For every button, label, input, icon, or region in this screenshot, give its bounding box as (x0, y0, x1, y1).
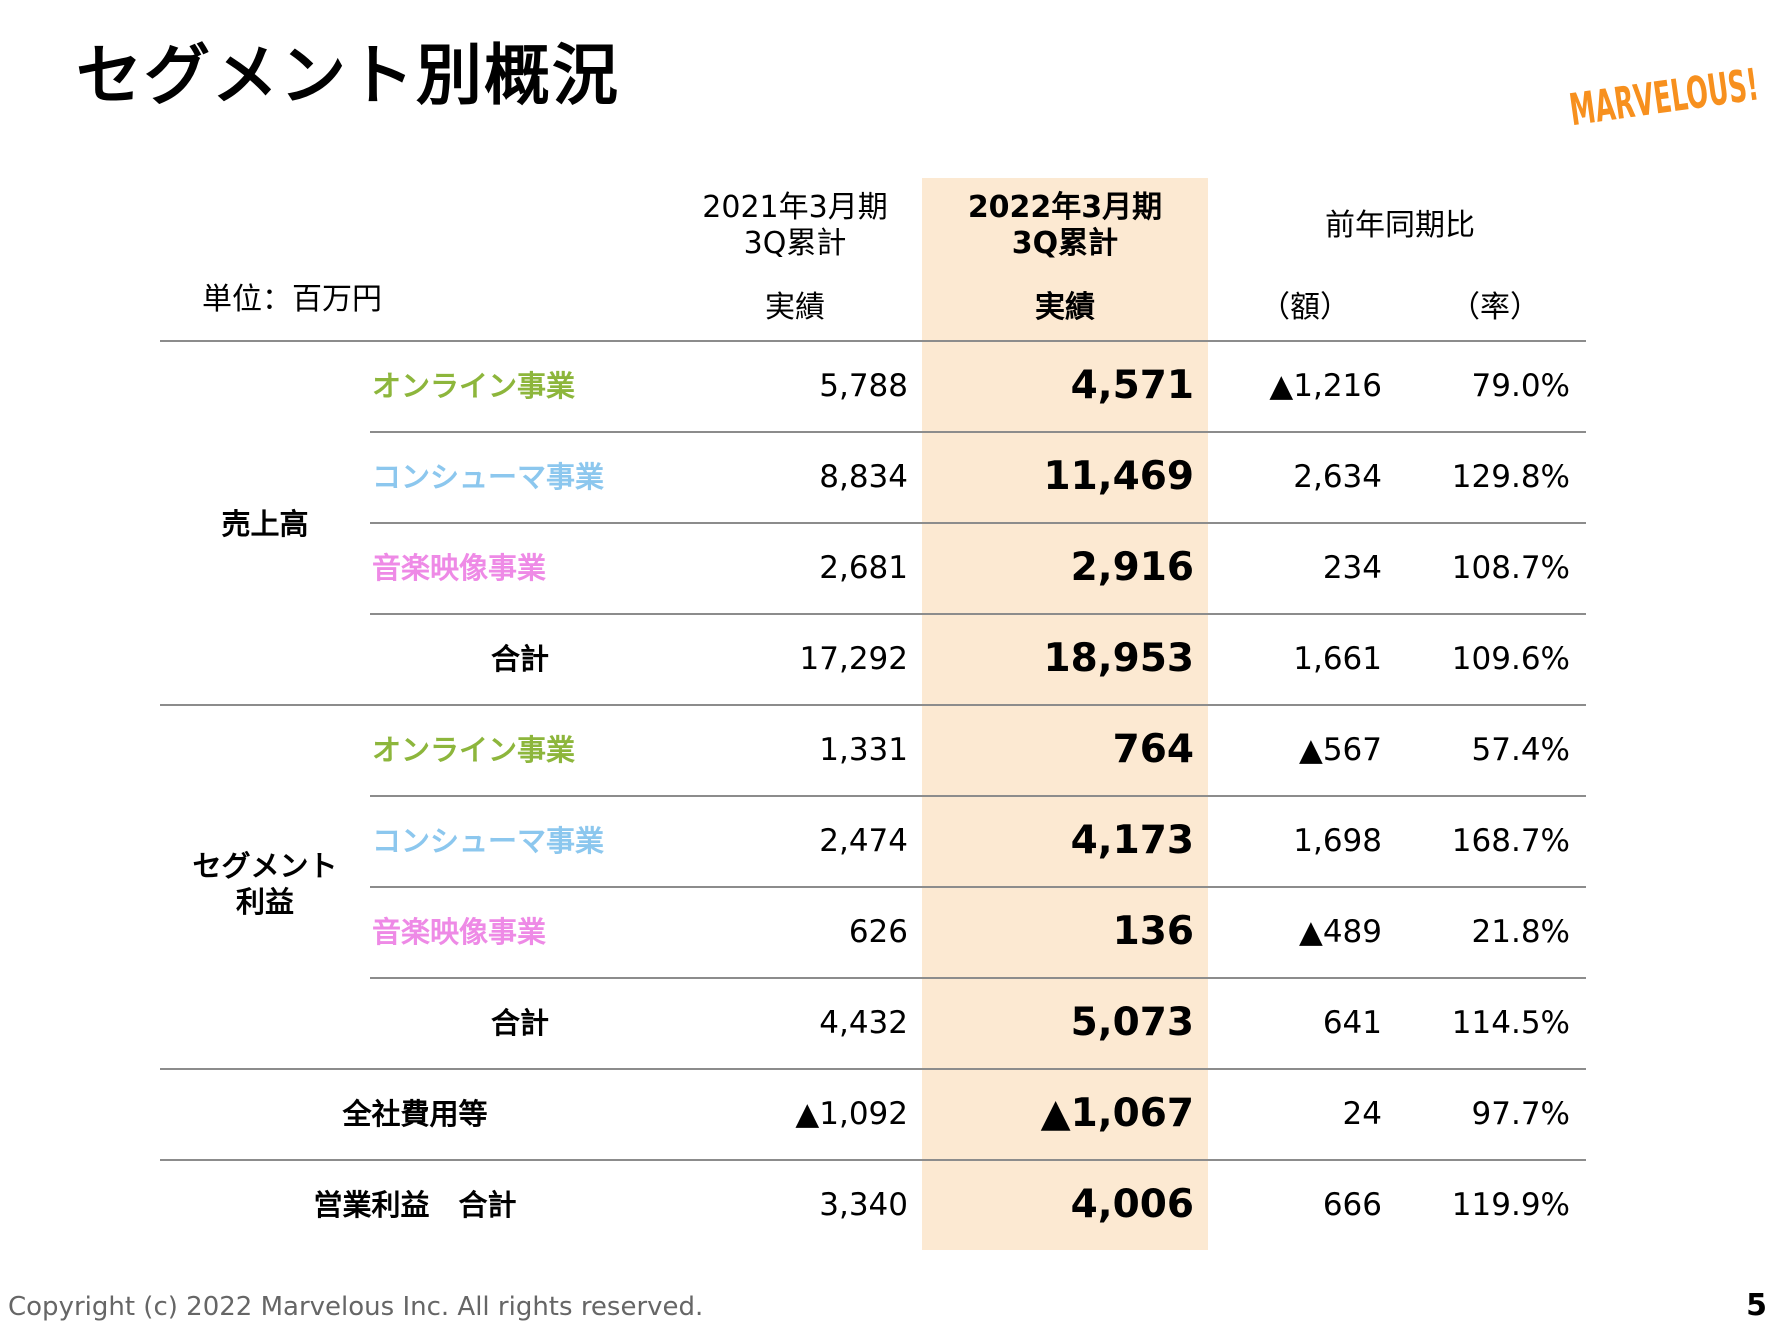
cell-curr: 4,006 (1070, 1182, 1194, 1227)
header-actual-prev: 実績 (765, 290, 825, 325)
cell-ratio: 21.8% (1471, 914, 1570, 950)
cell-curr: ▲1,067 (1040, 1091, 1194, 1136)
cell-prev: 4,432 (819, 1005, 908, 1041)
table-divider (160, 1159, 1586, 1161)
table-divider (370, 522, 1586, 524)
cell-curr: 18,953 (1043, 636, 1195, 681)
table-divider (160, 340, 1586, 342)
cell-prev: 8,834 (819, 459, 908, 495)
row-label-online: オンライン事業 (372, 733, 576, 767)
cell-diff: 2,634 (1293, 459, 1382, 495)
cell-curr: 764 (1112, 727, 1194, 772)
page-number: 5 (1746, 1288, 1767, 1323)
cell-diff: 666 (1322, 1187, 1382, 1223)
row-label-consumer: コンシューマ事業 (372, 824, 605, 858)
cell-curr: 11,469 (1043, 454, 1195, 499)
current-period-highlight (922, 178, 1208, 1250)
header-diff: （額） (1260, 290, 1350, 325)
cell-diff: 234 (1322, 550, 1382, 586)
cell-diff: 1,661 (1293, 641, 1382, 677)
marvelous-logo: MARVELOUS! (1566, 59, 1761, 130)
cell-curr: 4,571 (1070, 363, 1194, 408)
cell-prev: 3,340 (819, 1187, 908, 1223)
cell-prev: ▲1,092 (795, 1096, 908, 1132)
svg-text:MARVELOUS!: MARVELOUS! (1566, 59, 1761, 130)
cell-diff: ▲489 (1298, 914, 1382, 950)
cell-curr: 2,916 (1070, 545, 1194, 590)
table-divider (370, 795, 1586, 797)
unit-label: 単位：百万円 (202, 282, 382, 317)
row-label-corporate-expenses: 全社費用等 (342, 1097, 488, 1131)
row-label-consumer: コンシューマ事業 (372, 460, 605, 494)
table-divider (160, 1068, 1586, 1070)
group-label-segment-profit: 利益 (235, 885, 294, 919)
page-title: セグメント別概況 (76, 37, 620, 114)
cell-prev: 5,788 (819, 368, 908, 404)
cell-curr: 4,173 (1070, 818, 1194, 863)
cell-curr: 5,073 (1070, 1000, 1194, 1045)
cell-diff: 24 (1342, 1096, 1382, 1132)
table-divider (160, 704, 1586, 706)
row-label-operating-income: 営業利益 合計 (313, 1188, 517, 1222)
row-label-online: オンライン事業 (372, 369, 576, 403)
table-divider (370, 613, 1586, 615)
header-ratio: （率） (1450, 290, 1540, 325)
header-yoy: 前年同期比 (1325, 208, 1475, 243)
cell-ratio: 129.8% (1451, 459, 1570, 495)
cell-diff: ▲1,216 (1269, 368, 1382, 404)
cell-prev: 2,681 (819, 550, 908, 586)
header-prev-q: 3Q累計 (743, 226, 847, 261)
cell-ratio: 108.7% (1451, 550, 1570, 586)
cell-diff: ▲567 (1298, 732, 1382, 768)
cell-prev: 2,474 (819, 823, 908, 859)
header-prev-year: 2021年3月期 (702, 190, 888, 225)
copyright-footer: Copyright (c) 2022 Marvelous Inc. All ri… (8, 1292, 704, 1322)
header-actual-curr: 実績 (1035, 290, 1095, 325)
cell-prev: 17,292 (799, 641, 908, 677)
header-curr-year: 2022年3月期 (967, 190, 1163, 225)
cell-ratio: 168.7% (1451, 823, 1570, 859)
cell-prev: 1,331 (819, 732, 908, 768)
row-label-music: 音楽映像事業 (372, 915, 547, 949)
cell-curr: 136 (1112, 909, 1194, 954)
cell-ratio: 109.6% (1451, 641, 1570, 677)
row-label-total: 合計 (490, 642, 549, 676)
cell-ratio: 114.5% (1451, 1005, 1570, 1041)
table-divider (370, 886, 1586, 888)
row-label-music: 音楽映像事業 (372, 551, 547, 585)
cell-diff: 1,698 (1293, 823, 1382, 859)
cell-ratio: 57.4% (1471, 732, 1570, 768)
table-divider (370, 977, 1586, 979)
group-label-sales: 売上高 (221, 507, 309, 541)
cell-diff: 641 (1322, 1005, 1382, 1041)
cell-ratio: 119.9% (1451, 1187, 1570, 1223)
row-label-total: 合計 (490, 1006, 549, 1040)
cell-prev: 626 (848, 914, 908, 950)
cell-ratio: 79.0% (1471, 368, 1570, 404)
cell-ratio: 97.7% (1471, 1096, 1570, 1132)
header-curr-q: 3Q累計 (1011, 226, 1119, 261)
group-label-segment: セグメント (192, 849, 338, 883)
table-divider (370, 431, 1586, 433)
